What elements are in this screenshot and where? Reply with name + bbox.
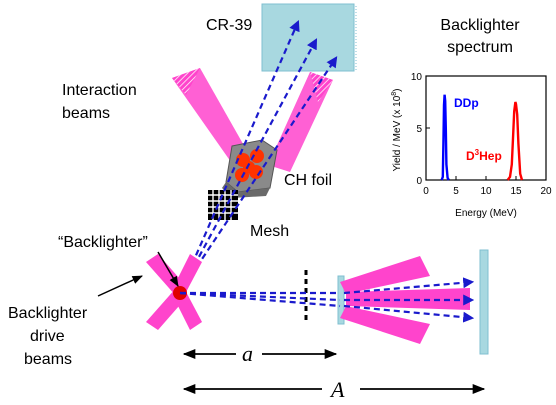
mesh-label: Mesh [250, 223, 289, 240]
proton-rays-upper [178, 19, 338, 293]
drive-beams-label-line1: Backlighter [8, 305, 88, 322]
x-tick-label: 10 [480, 186, 492, 197]
x-tick-label: 5 [453, 186, 459, 197]
cr39-label: CR-39 [206, 17, 252, 34]
x-tick-label: 20 [540, 186, 552, 197]
backlighter-label: “Backlighter” [58, 234, 148, 251]
legend-d3hep: D3Hep [466, 148, 502, 163]
drive-beams-label-line2: drive [30, 328, 65, 345]
distance-a-label: a [242, 341, 253, 366]
chart-title: Backlighter [440, 17, 520, 34]
backlighter-pointer [157, 251, 179, 287]
interaction-beams-label-line1: Interaction [62, 82, 137, 99]
x-tick-label: 15 [510, 186, 522, 197]
series-ddp-line [440, 94, 450, 181]
series-d3hep-line [506, 101, 524, 181]
drive-beams-label-line3: beams [24, 351, 72, 368]
y-tick-label: 5 [416, 124, 422, 135]
chart-subtitle: spectrum [447, 39, 513, 56]
distance-A-label: A [329, 377, 345, 402]
x-axis-label: Energy (MeV) [455, 208, 517, 219]
interaction-beams-label-line2: beams [62, 105, 110, 122]
cr39-detector [261, 3, 357, 72]
proton-rays-lower [179, 277, 475, 323]
legend-ddp: DDp [454, 96, 479, 110]
y-axis-label: Yield / MeV (x 108) [391, 88, 403, 171]
ch-foil-label: CH foil [284, 172, 332, 189]
x-tick-label: 0 [423, 186, 429, 197]
drive-beams-pointer [97, 275, 143, 297]
y-tick-label: 0 [416, 176, 422, 187]
backlighter-spectrum-chart: Backlighter spectrum 0 5 10 15 20 0 5 10 Energy… [391, 17, 552, 219]
foil-bubbles [235, 149, 264, 182]
detector-side-view [479, 249, 489, 355]
y-tick-label: 10 [411, 72, 423, 83]
